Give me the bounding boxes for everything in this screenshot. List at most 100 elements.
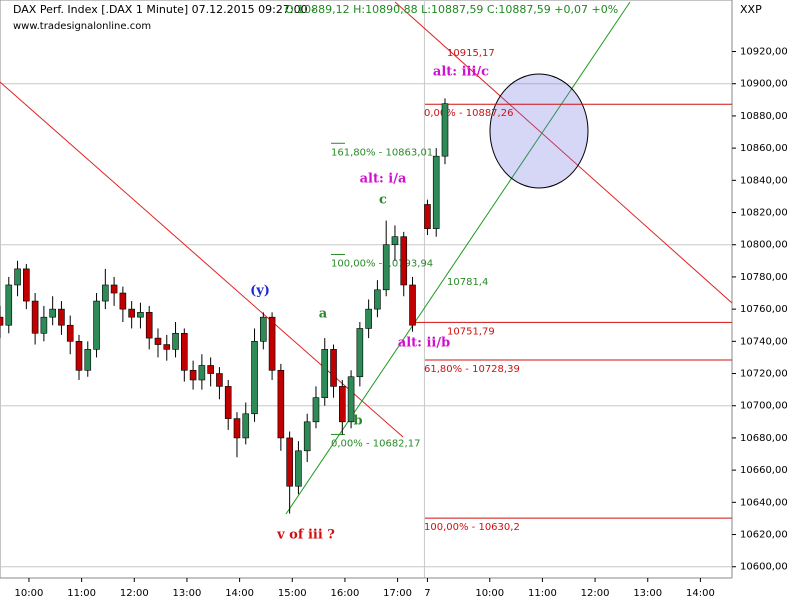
candle-body bbox=[40, 316, 48, 334]
x-tick-label: 11:00 bbox=[67, 588, 96, 599]
candle-body bbox=[181, 332, 188, 371]
annotation: c bbox=[379, 193, 387, 208]
candle-body bbox=[409, 284, 416, 326]
axes: 10600,00 10620,00 10640,00 10660,00 10680,00… bbox=[15, 47, 788, 599]
y-tick-label: 10920,00 bbox=[740, 47, 788, 58]
y-tick-label: 10660,00 bbox=[740, 465, 788, 476]
candle-body bbox=[277, 370, 285, 439]
y-tick-label: 10840,00 bbox=[740, 175, 788, 186]
y-tick-label: 10700,00 bbox=[740, 401, 788, 412]
candle-body bbox=[163, 344, 171, 350]
y-tick-label: 10720,00 bbox=[740, 369, 788, 380]
candle-body bbox=[58, 308, 65, 326]
y-tick-label: 10740,00 bbox=[740, 336, 788, 347]
candle-body bbox=[93, 300, 100, 350]
candle-body bbox=[31, 300, 39, 334]
candle-body bbox=[432, 155, 440, 229]
candle-body bbox=[374, 289, 381, 310]
level-label: 100,00% - 10630,2 bbox=[424, 522, 520, 533]
level-label: 161,80% - 10863,01 bbox=[331, 147, 433, 158]
annotation: 10915,17 bbox=[447, 48, 495, 59]
x-tick-label: 12:00 bbox=[120, 588, 149, 599]
candle-body bbox=[303, 421, 311, 452]
candle-body bbox=[441, 103, 449, 157]
annotations: 10915,17 10781,4 (y) a b c alt: i/a alt: ii/b al… bbox=[250, 48, 495, 543]
x-tick-label: 12:00 bbox=[581, 588, 610, 599]
candle-body bbox=[110, 284, 118, 294]
candle-body bbox=[119, 292, 127, 310]
y-tick-label: 10820,00 bbox=[740, 208, 788, 219]
candle-body bbox=[251, 341, 258, 415]
candle-body bbox=[145, 312, 153, 339]
candle-body bbox=[198, 365, 206, 381]
candle-body bbox=[312, 397, 320, 423]
x-tick-label: 10:00 bbox=[475, 588, 504, 599]
levels: 0,00% - 10887,26 10751,79 61,80% - 10728,3… bbox=[331, 103, 732, 533]
y-tick-label: 10900,00 bbox=[740, 79, 788, 90]
x-axis-band bbox=[0, 578, 800, 600]
candle-body bbox=[321, 349, 329, 398]
candle-body bbox=[0, 316, 4, 326]
candle-body bbox=[233, 418, 241, 439]
candle-body bbox=[49, 308, 56, 318]
x-tick-label: 16:00 bbox=[331, 588, 360, 599]
candle-body bbox=[365, 308, 372, 329]
x-tick-label: 7 bbox=[424, 588, 430, 599]
candle-body bbox=[286, 437, 293, 487]
annotation: alt: iii/c bbox=[433, 65, 489, 80]
candle-body bbox=[356, 328, 364, 378]
x-tick-label: 15:00 bbox=[278, 588, 307, 599]
trend-line bbox=[394, 1, 733, 304]
candle-body bbox=[224, 386, 232, 419]
candle-body bbox=[14, 268, 21, 286]
candle-body bbox=[137, 312, 144, 318]
trend-line bbox=[285, 1, 631, 515]
candle-body bbox=[23, 268, 30, 302]
source: www.tradesignalonline.com bbox=[13, 21, 151, 32]
candle-body bbox=[172, 332, 179, 350]
candle-body bbox=[347, 376, 355, 423]
target-ellipse bbox=[489, 73, 589, 189]
candle-body bbox=[189, 370, 197, 381]
candle-body bbox=[295, 450, 302, 487]
annotation: alt: i/a bbox=[360, 172, 407, 187]
candle-body bbox=[382, 244, 390, 291]
annotation: (y) bbox=[250, 284, 270, 299]
y-tick-label: 10880,00 bbox=[740, 111, 788, 122]
y-tick-label: 10780,00 bbox=[740, 272, 788, 283]
annotation: 10781,4 bbox=[447, 277, 488, 288]
quote: O:10889,12 H:10890,88 L:10887,59 C:10887… bbox=[285, 3, 618, 16]
x-tick-label: 13:00 bbox=[173, 588, 202, 599]
candle-body bbox=[102, 284, 109, 302]
candle-body bbox=[66, 324, 74, 342]
candle-body bbox=[154, 337, 162, 345]
y-tick-label: 10620,00 bbox=[740, 530, 788, 541]
candles bbox=[0, 98, 449, 514]
candle-body bbox=[242, 413, 250, 439]
y-tick-label: 10640,00 bbox=[740, 497, 788, 508]
x-tick-label: 14:00 bbox=[686, 588, 715, 599]
grid bbox=[0, 0, 732, 578]
candle-body bbox=[75, 341, 83, 371]
level-label: 0,00% - 10682,17 bbox=[331, 438, 420, 449]
x-tick-label: 11:00 bbox=[528, 588, 557, 599]
symbol-label: XXP bbox=[740, 3, 762, 16]
level-label: 0,00% - 10887,26 bbox=[424, 108, 513, 119]
plot-area bbox=[0, 0, 733, 579]
x-tick-label: 17:00 bbox=[383, 588, 412, 599]
y-tick-label: 10680,00 bbox=[740, 433, 788, 444]
level-label: 10751,79 bbox=[447, 326, 495, 337]
candle-body bbox=[391, 236, 399, 246]
x-tick-label: 13:00 bbox=[633, 588, 662, 599]
annotation: b bbox=[353, 414, 362, 429]
y-tick-label: 10800,00 bbox=[740, 240, 788, 251]
annotation: v of iii ? bbox=[276, 528, 335, 543]
annotation: a bbox=[319, 307, 328, 322]
candle-body bbox=[260, 316, 267, 342]
candle-body bbox=[330, 349, 337, 387]
level-label: 100,00% - 10793,94 bbox=[331, 258, 433, 269]
candle-body bbox=[5, 284, 13, 326]
candle-body bbox=[268, 316, 276, 371]
y-tick-label: 10600,00 bbox=[740, 562, 788, 573]
